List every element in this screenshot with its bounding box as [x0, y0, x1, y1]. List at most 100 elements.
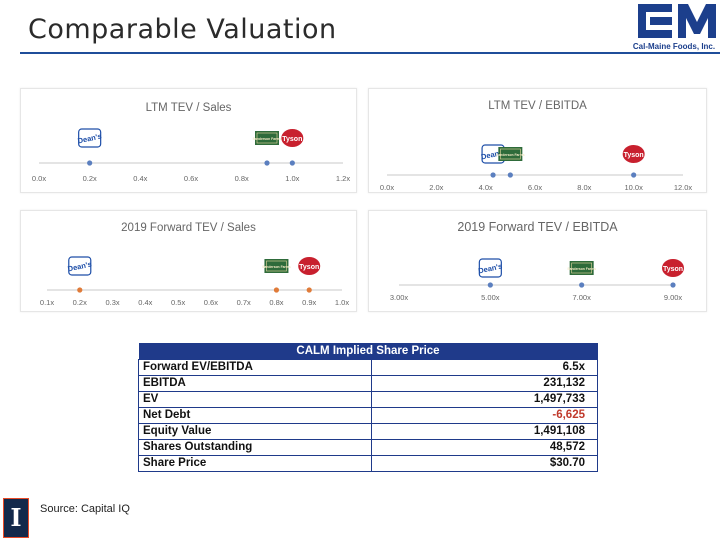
data-point-sanderson: [264, 160, 270, 166]
row-label: Share Price: [138, 455, 372, 472]
data-point-sanderson: [579, 282, 585, 288]
tick-label: 0.8x: [269, 298, 283, 307]
row-value: 48,572: [371, 439, 598, 456]
svg-text:Sanderson Farms: Sanderson Farms: [262, 265, 291, 269]
row-value: 1,497,733: [371, 391, 598, 408]
tick-label: 0.0x: [32, 174, 46, 183]
data-point-tyson: [631, 172, 637, 178]
university-of-illinois-logo: I: [3, 498, 29, 538]
svg-text:Sanderson Farms: Sanderson Farms: [567, 267, 596, 271]
tick-label: 2.0x: [429, 183, 443, 192]
row-label: Shares Outstanding: [138, 439, 372, 456]
tyson-logo-icon: Tyson: [281, 129, 304, 147]
svg-text:Tyson: Tyson: [282, 136, 302, 143]
tick-label: 1.0x: [335, 298, 349, 307]
deans-logo-icon: Dean's: [67, 256, 92, 276]
row-label: Equity Value: [138, 423, 372, 440]
tick-label: 1.2x: [336, 174, 350, 183]
tick-label: 4.0x: [479, 183, 493, 192]
chart-ltm-tev-ebitda: LTM TEV / EBITDA 0.0x 2.0x 4.0x 6.0x 8.0x 10.0…: [368, 88, 707, 193]
tick-label: 7.00x: [572, 293, 591, 302]
chart-forward-tev-ebitda: 2019 Forward TEV / EBITDA 3.00x 5.00x 7.00x…: [368, 210, 707, 312]
data-point-sanderson: [273, 287, 280, 293]
implied-share-price-table: CALM Implied Share Price Forward EV/EBIT…: [138, 343, 598, 472]
row-value: 1,491,108: [371, 423, 598, 440]
tick-label: 0.6x: [184, 174, 198, 183]
data-point-tyson: [670, 282, 676, 288]
tick-label: 0.1x: [40, 298, 54, 307]
data-point-deans: [490, 172, 496, 178]
deans-logo-icon: Dean's: [477, 258, 503, 278]
tick-label: 5.00x: [481, 293, 500, 302]
chart-ltm-tev-sales: LTM TEV / Sales 0.0x 0.2x 0.4x 0.6x 0.8x 1.0x 1…: [20, 88, 357, 193]
table-row-share-price: Share Price $30.70: [138, 455, 598, 472]
sanderson-logo-icon: Sanderson Farms: [567, 261, 596, 275]
table-row-shares-outstanding: Shares Outstanding 48,572: [138, 439, 598, 456]
tick-label: 0.4x: [133, 174, 147, 183]
row-value: 231,132: [371, 375, 598, 392]
tick-label: 0.3x: [105, 298, 119, 307]
tick-label: 12.0x: [674, 183, 693, 192]
tick-label: 1.0x: [285, 174, 299, 183]
row-label: Net Debt: [138, 407, 372, 424]
row-value: 6.5x: [371, 359, 598, 376]
svg-text:Sanderson Farms: Sanderson Farms: [253, 137, 282, 141]
chart-title: 2019 Forward TEV / Sales: [121, 222, 256, 234]
tick-label: 0.9x: [302, 298, 316, 307]
tick-label: 3.00x: [390, 293, 409, 302]
data-point-deans: [77, 287, 83, 293]
sanderson-logo-icon: Sanderson Farms: [496, 147, 525, 161]
tick-label: 0.4x: [138, 298, 152, 307]
svg-text:Sanderson Farms: Sanderson Farms: [496, 153, 525, 157]
cal-maine-logo-icon: [638, 4, 716, 38]
table-row-equity-value: Equity Value 1,491,108: [138, 423, 598, 440]
tick-label: 8.0x: [577, 183, 591, 192]
chart-title: 2019 Forward TEV / EBITDA: [457, 220, 618, 234]
data-point-tyson: [289, 160, 295, 166]
svg-text:Tyson: Tyson: [663, 266, 683, 273]
table-row-ebitda: EBITDA 231,132: [138, 375, 598, 392]
row-value: $30.70: [371, 455, 598, 472]
row-label: EBITDA: [138, 375, 372, 392]
data-point-deans: [487, 282, 493, 288]
title-divider: [20, 52, 720, 54]
row-label: EV: [138, 391, 372, 408]
sanderson-logo-icon: Sanderson Farms: [262, 259, 291, 273]
tick-label: 0.5x: [171, 298, 185, 307]
svg-text:Tyson: Tyson: [624, 152, 644, 159]
tick-label: 0.6x: [204, 298, 218, 307]
table-header: CALM Implied Share Price: [138, 343, 598, 360]
chart-svg: LTM TEV / Sales 0.0x 0.2x 0.4x 0.6x 0.8x 1.0x 1…: [32, 102, 350, 183]
data-point-deans: [87, 160, 93, 166]
tick-label: 0.2x: [73, 298, 87, 307]
row-label: Forward EV/EBITDA: [138, 359, 372, 376]
chart-svg: 2019 Forward TEV / Sales 0.1x 0.2x 0.3x 0.4x…: [40, 222, 349, 307]
chart-title: LTM TEV / EBITDA: [488, 100, 587, 112]
chart-forward-tev-sales: 2019 Forward TEV / Sales 0.1x 0.2x 0.3x 0.4x…: [20, 210, 357, 312]
tyson-logo-icon: Tyson: [662, 259, 684, 277]
table-row-forward-ev-ebitda: Forward EV/EBITDA 6.5x: [138, 359, 598, 376]
table-row-ev: EV 1,497,733: [138, 391, 598, 408]
tick-label: 6.0x: [528, 183, 542, 192]
logo-caption: Cal-Maine Foods, Inc.: [632, 42, 716, 51]
tick-label: 10.0x: [624, 183, 643, 192]
tick-label: 0.8x: [235, 174, 249, 183]
block-i-icon: I: [10, 503, 22, 532]
tyson-logo-icon: Tyson: [298, 257, 321, 275]
svg-text:Tyson: Tyson: [299, 264, 319, 271]
slide-title: Comparable Valuation: [28, 14, 337, 45]
data-point-tyson: [306, 287, 312, 293]
sanderson-logo-icon: Sanderson Farms: [253, 131, 282, 145]
chart-title: LTM TEV / Sales: [146, 102, 232, 114]
tick-label: 0.2x: [83, 174, 97, 183]
source-note: Source: Capital IQ: [40, 503, 130, 515]
cal-maine-logo: [636, 2, 720, 52]
table-row-net-debt: Net Debt -6,625: [138, 407, 598, 424]
deans-logo-icon: Dean's: [77, 128, 102, 148]
tick-label: 0.0x: [380, 183, 394, 192]
chart-svg: 2019 Forward TEV / EBITDA 3.00x 5.00x 7.00x…: [390, 220, 684, 302]
row-value: -6,625: [371, 407, 598, 424]
chart-svg: LTM TEV / EBITDA 0.0x 2.0x 4.0x 6.0x 8.0x 10.0…: [380, 100, 693, 192]
data-point-sanderson: [507, 172, 513, 178]
tick-label: 0.7x: [237, 298, 251, 307]
